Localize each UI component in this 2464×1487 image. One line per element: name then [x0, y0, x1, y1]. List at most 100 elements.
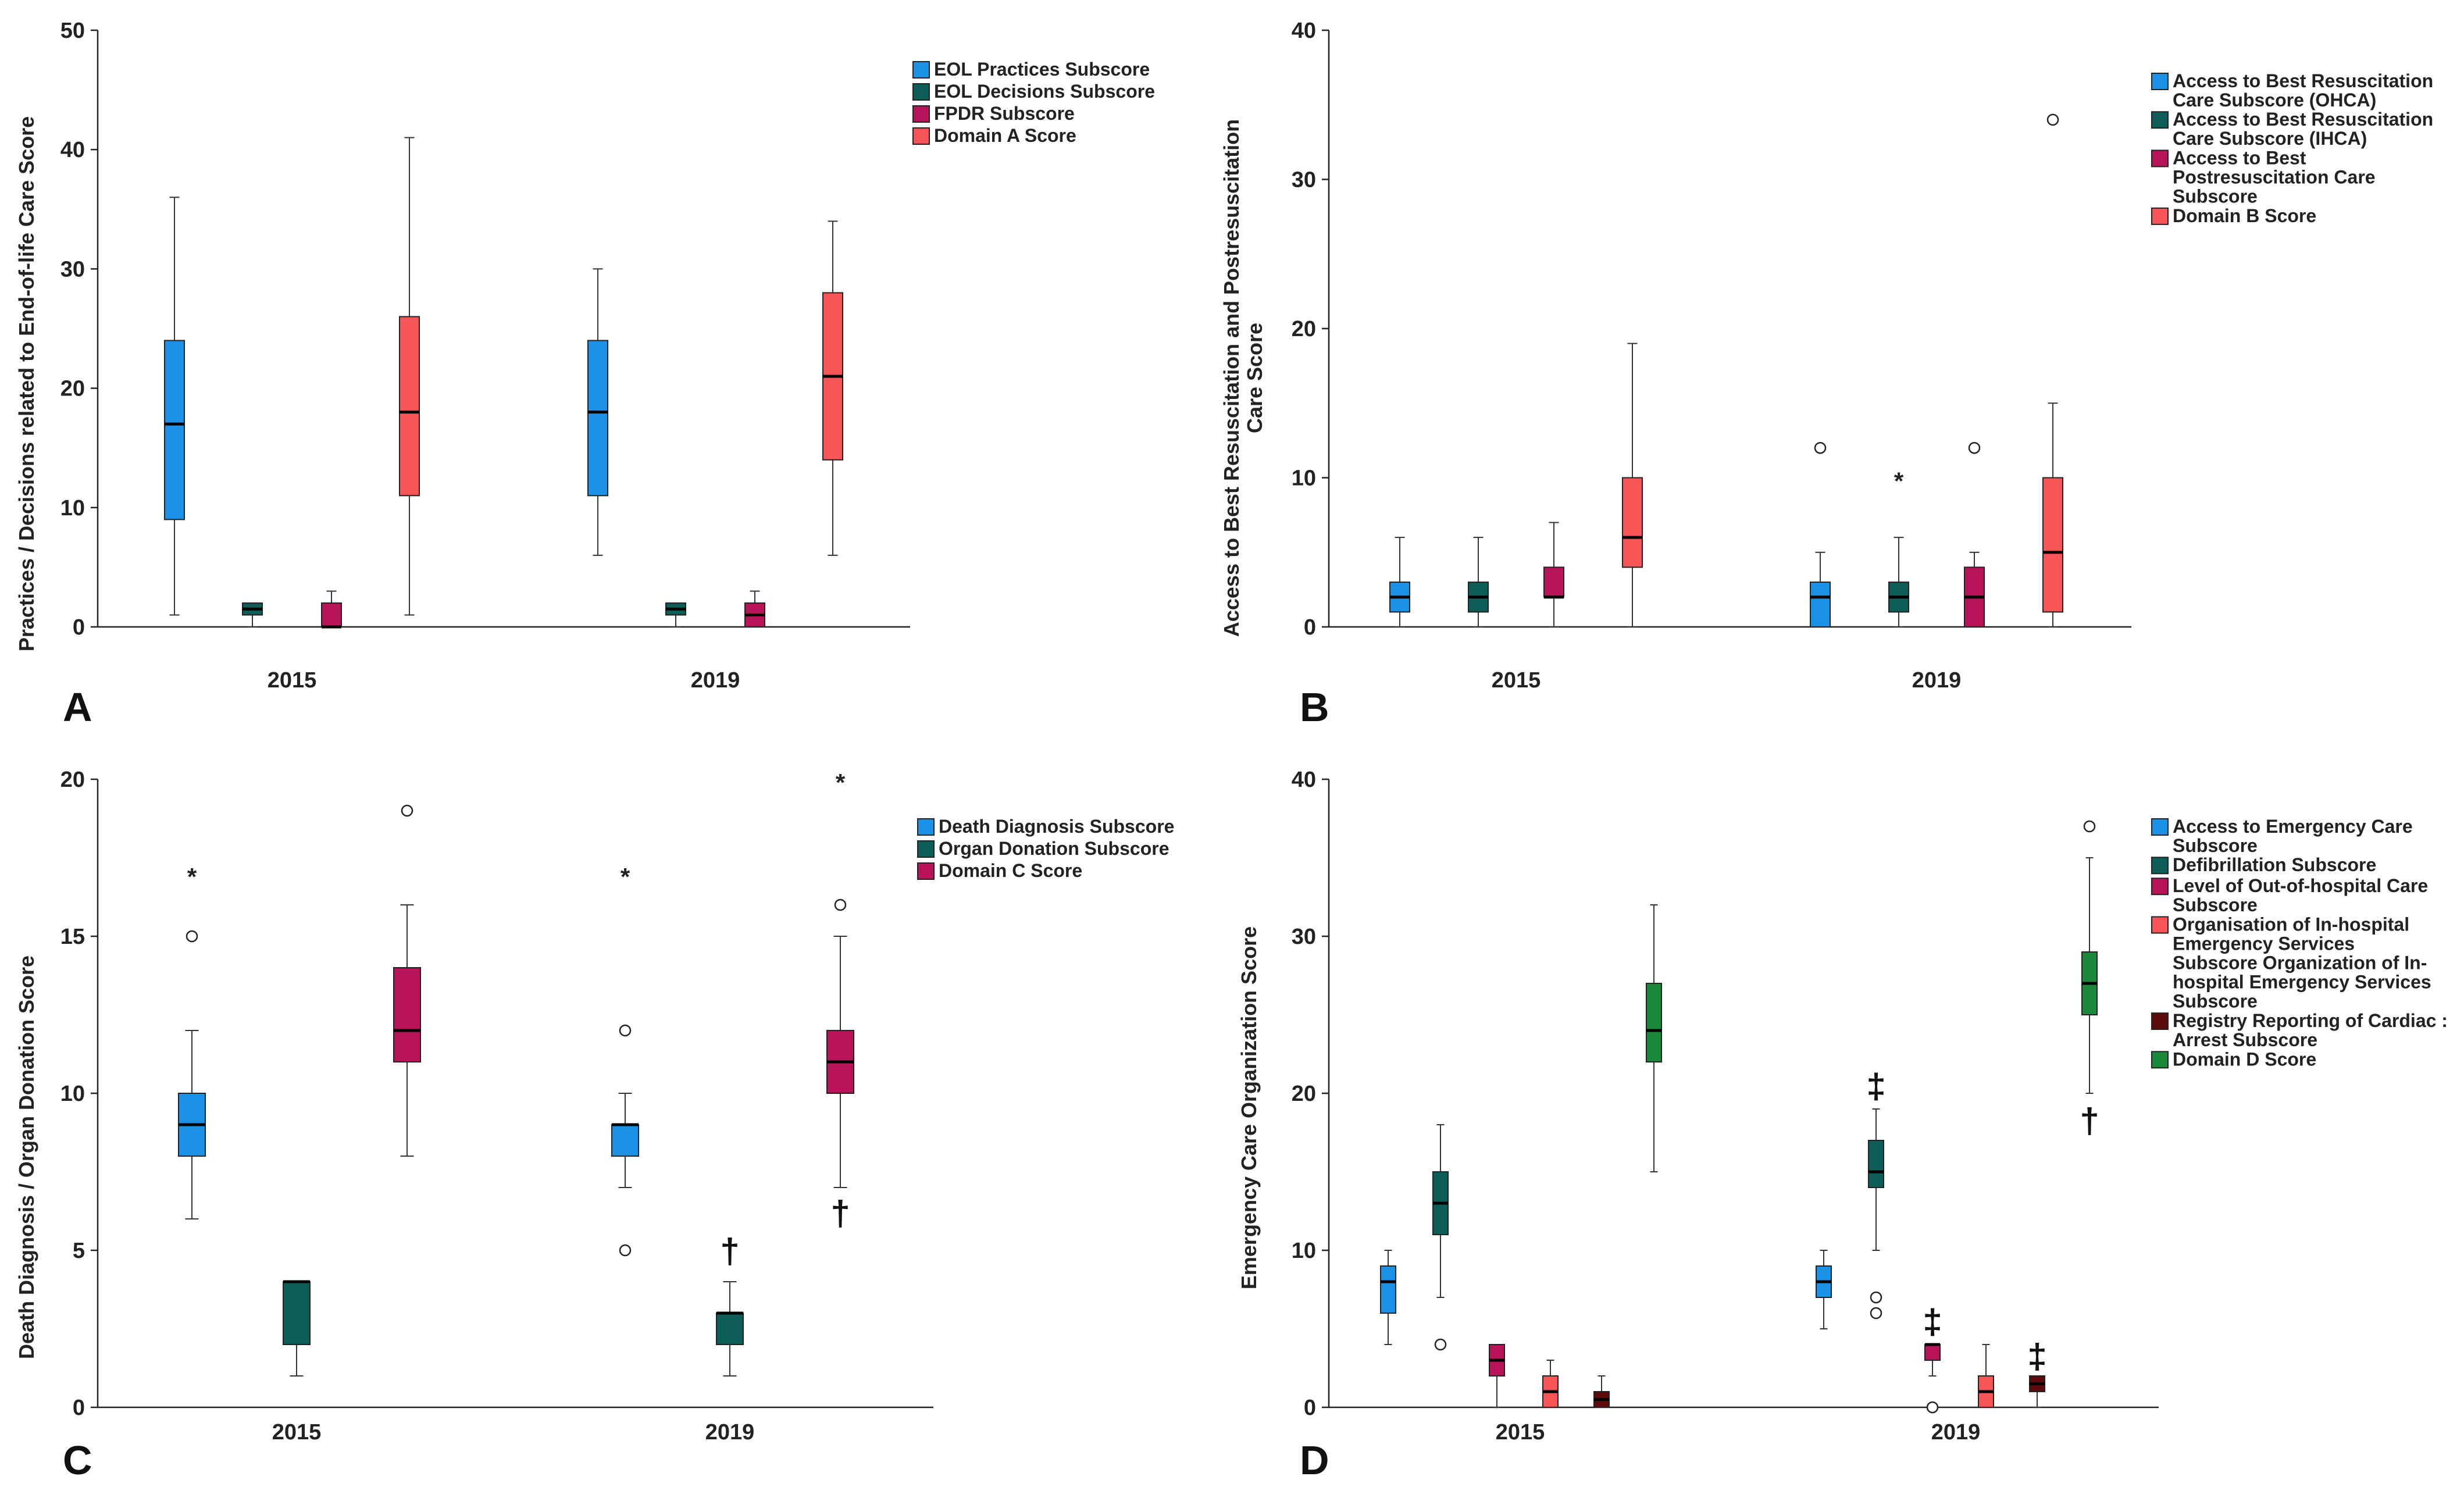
legend-label: Organ Donation Subscore: [939, 838, 1169, 859]
box-iqr: [283, 1281, 311, 1345]
box-plot: [1543, 522, 1564, 627]
x-category-label: 2015: [1492, 668, 1541, 693]
y-tick-label: 0: [73, 615, 85, 640]
x-category-label: 2019: [1912, 668, 1962, 693]
outlier-point: [1434, 1338, 1447, 1351]
box-plot: [1389, 537, 1410, 627]
significance-marker: †: [830, 1194, 850, 1233]
box-plot: [393, 804, 421, 1157]
box-plot: [321, 590, 342, 629]
box-plot: ‡: [1923, 1303, 1942, 1414]
legend-label: Registry Reporting of Cardiac :: [2173, 1010, 2448, 1031]
significance-marker: ‡: [1923, 1303, 1942, 1342]
y-tick-label: 10: [60, 496, 85, 520]
box-plot: [1380, 1250, 1396, 1345]
x-category-label: 2019: [705, 1420, 755, 1445]
legend-label: Subscore Organization of In-: [2173, 952, 2427, 973]
box-plot: [587, 268, 608, 556]
outlier-point: [2083, 820, 2096, 833]
box-iqr: [393, 967, 421, 1062]
y-tick-label: 30: [60, 257, 85, 281]
legend-swatch: [2151, 111, 2169, 129]
legend-swatch: [917, 862, 935, 880]
legend-label: Access to Best Resuscitation: [2173, 70, 2433, 91]
x-category-label: 2015: [272, 1420, 322, 1445]
legend-swatch: [2151, 878, 2169, 896]
y-axis-label-line: Death Diagnosis / Organ Donation Score: [15, 955, 38, 1359]
box-iqr: [321, 602, 342, 627]
box-plot: [822, 220, 843, 556]
box-plot: [164, 197, 185, 616]
outlier-point: [1968, 441, 1981, 454]
box-plot: *: [178, 863, 206, 1219]
box-plot: *: [1888, 468, 1909, 627]
box-plot: [1810, 441, 1831, 627]
legend-label: Death Diagnosis Subscore: [939, 816, 1174, 837]
chart-panel-c: 0 5 10 15 20 2015 2019 Death Diagnosis / Organ …: [15, 768, 1174, 1483]
legend-label: Emergency Services: [2173, 933, 2355, 954]
legend-label: Subscore: [2173, 186, 2258, 206]
legend-label: Access to Best Resuscitation: [2173, 109, 2433, 130]
legend-swatch: [917, 840, 935, 858]
significance-marker: ‡: [1866, 1067, 1885, 1106]
outlier-point: [619, 1244, 632, 1257]
legend-label: Postresuscitation Care: [2173, 166, 2376, 187]
y-tick-label: 5: [73, 1239, 85, 1263]
legend-label: Domain C Score: [939, 860, 1082, 881]
legend-label: FPDR Subscore: [934, 103, 1075, 124]
legend-label: hospital Emergency Services: [2173, 971, 2431, 992]
y-tick-label: 30: [1292, 168, 1316, 192]
y-axis-label-line: Access to Best Resuscitation and Postres…: [1219, 119, 1243, 637]
x-category-label: 2015: [268, 668, 317, 693]
box-plot: [1468, 537, 1489, 627]
y-tick-label: 50: [60, 19, 85, 43]
box-iqr: [716, 1313, 744, 1345]
legend-label: Access to Best: [2173, 147, 2306, 168]
box-plot: [1432, 1124, 1449, 1351]
y-tick-label: 10: [60, 1082, 85, 1106]
outlier-point: [834, 898, 847, 911]
legend-label: Domain B Score: [2173, 205, 2316, 226]
box-plot: [399, 137, 420, 616]
y-tick-label: 0: [1304, 615, 1316, 640]
box-plot: [744, 590, 765, 627]
y-tick-label: 40: [60, 138, 85, 162]
y-axis-label-line: Practices / Decisions related to End-of-…: [15, 116, 38, 651]
box-iqr: [587, 340, 608, 497]
legend-swatch: [2151, 149, 2169, 167]
box-plot: *: [611, 863, 639, 1257]
y-tick-label: 15: [60, 925, 85, 949]
box-plot: [1542, 1360, 1559, 1408]
legend-label: Domain A Score: [934, 125, 1076, 146]
box-iqr: [1868, 1140, 1884, 1188]
legend-label: Defibrillation Subscore: [2173, 854, 2376, 875]
legend-label: Organisation of In-hospital: [2173, 914, 2409, 935]
box-plot: [1593, 1375, 1610, 1408]
legend-swatch: [912, 127, 930, 145]
box-plot: [665, 602, 686, 627]
box-iqr: [611, 1124, 639, 1157]
legend-swatch: [2151, 857, 2169, 875]
y-axis-label-line: Care Score: [1243, 323, 1267, 433]
y-axis-label: Emergency Care Organization Score: [1237, 926, 1261, 1289]
panel-letter: A: [63, 684, 92, 730]
legend: Access to Emergency CareSubscoreDefibril…: [2151, 816, 2448, 1069]
legend-label: Subscore: [2173, 990, 2258, 1011]
x-category-label: 2019: [691, 668, 740, 693]
outlier-point: [1926, 1401, 1939, 1414]
box-plot: [2042, 113, 2063, 627]
box-plot: †: [2080, 820, 2099, 1140]
panel-letter: C: [63, 1438, 92, 1483]
box-iqr: [2042, 477, 2063, 613]
outlier-point: [1870, 1307, 1882, 1320]
box-plot: *†: [826, 769, 854, 1233]
panel-letter: B: [1300, 684, 1329, 730]
outlier-point: [186, 930, 198, 943]
chart-panel-b: 0 10 20 30 40 2015 2019 Access to Best Resuscit…: [1219, 19, 2433, 730]
extreme-outlier: *: [621, 863, 630, 890]
y-tick-label: 40: [1292, 768, 1316, 792]
